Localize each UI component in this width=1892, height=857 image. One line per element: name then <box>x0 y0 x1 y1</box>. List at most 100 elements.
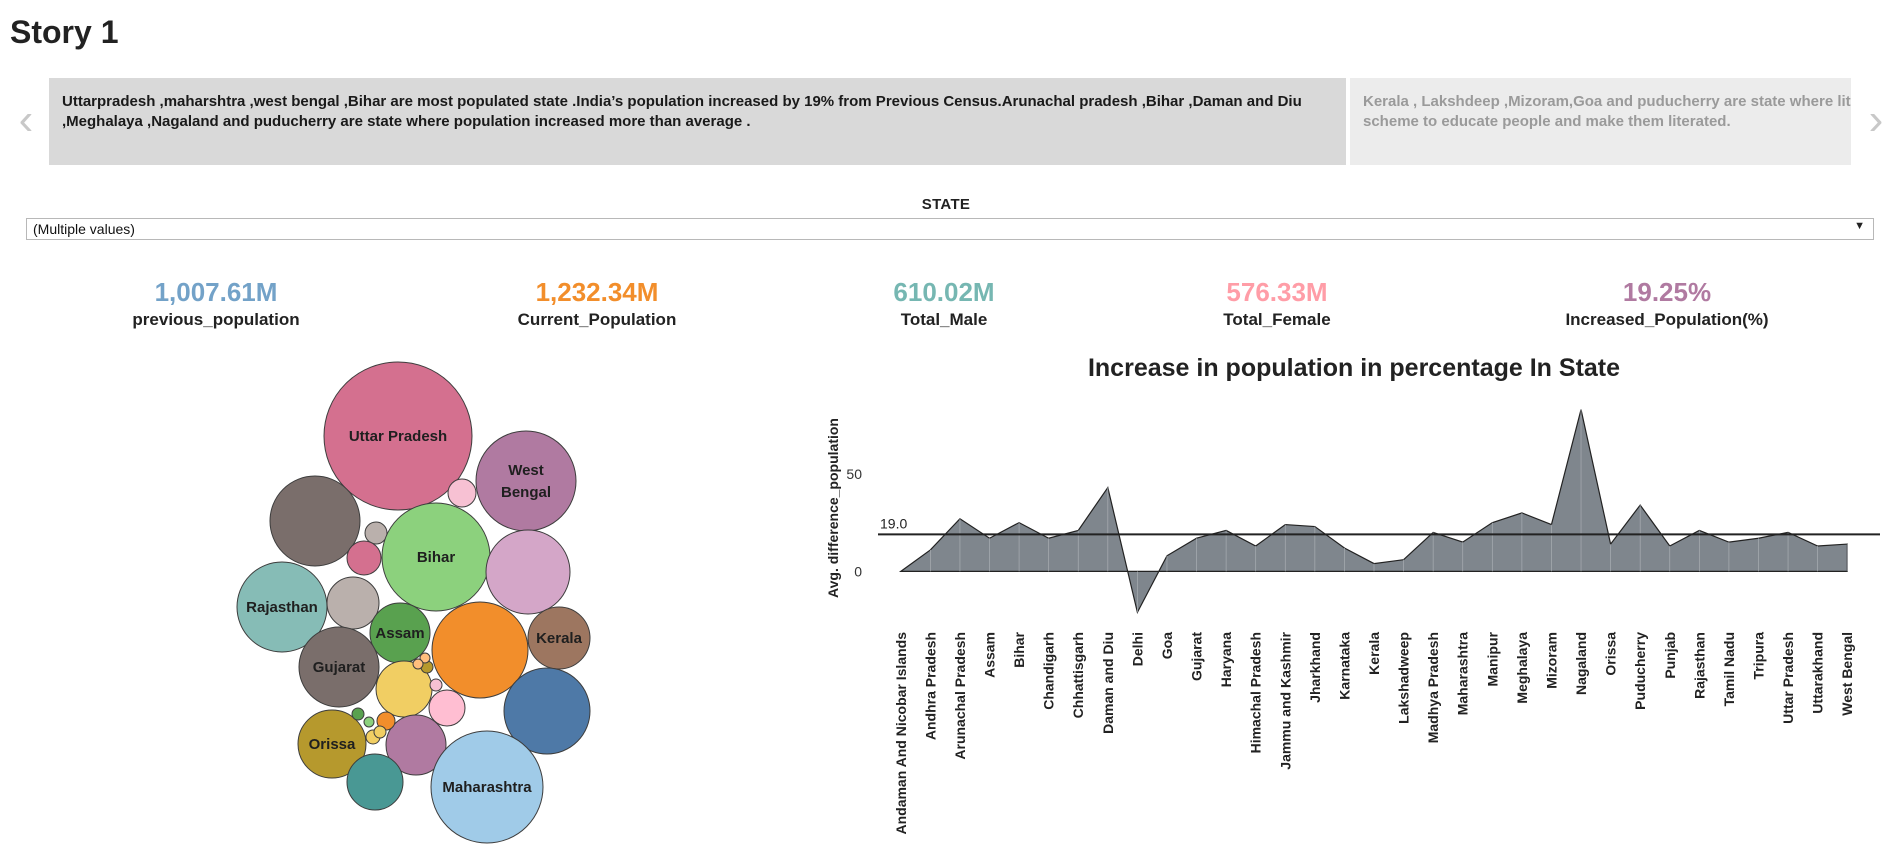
x-tick-label: Andhra Pradesh <box>922 632 938 740</box>
x-tick-label: Orissa <box>1603 632 1619 676</box>
bubble-label: Uttar Pradesh <box>349 428 447 445</box>
state-bubble[interactable] <box>385 714 447 776</box>
bubble-label: Bihar <box>417 549 456 566</box>
bubble-label: Kerala <box>536 630 583 647</box>
kpi-value: 19.25% <box>1622 277 1712 307</box>
x-tick-label: Karnataka <box>1336 632 1352 700</box>
state-bubble[interactable] <box>412 658 424 670</box>
y-tick-label: 0 <box>854 563 862 579</box>
kpi-label: Total_Female <box>1223 310 1331 329</box>
state-bubble[interactable] <box>475 430 577 532</box>
state-bubble[interactable] <box>485 529 571 615</box>
state-bubble[interactable] <box>373 725 387 739</box>
x-tick-label: Arunachal Pradesh <box>952 632 968 760</box>
chevron-down-icon: ▼ <box>1854 220 1865 232</box>
x-tick-label: Mizoram <box>1543 632 1559 689</box>
state-bubble[interactable] <box>363 716 375 728</box>
x-tick-label: Nagaland <box>1573 632 1589 695</box>
bubble-label: Orissa <box>309 736 356 753</box>
x-tick-label: Chhattisgarh <box>1070 632 1086 718</box>
x-tick-label: Tamil Nadu <box>1721 632 1737 706</box>
state-bubble[interactable] <box>269 475 361 567</box>
x-tick-label: Uttar Pradesh <box>1780 632 1796 724</box>
kpi-value: 1,232.34M <box>535 277 659 307</box>
bubble-label: Rajasthan <box>246 599 318 616</box>
area-series[interactable] <box>898 409 1848 615</box>
kpi-value: 1,007.61M <box>154 277 278 307</box>
population-increase-area-chart: Increase in population in percentage In … <box>825 354 1880 835</box>
x-tick-label: Maharashtra <box>1455 632 1471 715</box>
state-bubble[interactable] <box>429 678 443 692</box>
story-point-2-text-line-2: scheme to educate people and make them l… <box>1363 113 1731 130</box>
state-population-bubble-chart: Uttar Pradesh West Bengal Bihar Rajasthan Ass… <box>236 361 591 844</box>
bubble-label: Maharashtra <box>442 779 532 796</box>
x-tick-label: Assam <box>982 632 998 678</box>
x-tick-label: Gujarat <box>1189 632 1205 681</box>
chart-title: Increase in population in percentage In … <box>1088 354 1620 382</box>
kpi-value: 610.02M <box>893 277 995 307</box>
bubble-label: West Bengal <box>501 462 551 501</box>
story-point-2-text-line-1: Kerala , Lakshdeep ,Mizoram,Goa and pudu… <box>1363 93 1851 110</box>
state-filter-value: (Multiple values) <box>33 221 135 237</box>
y-axis-label: Avg. difference_population <box>825 418 841 598</box>
x-tick-label: Uttarakhand <box>1810 632 1826 714</box>
state-bubble[interactable] <box>323 361 473 511</box>
story-point-1-caption[interactable]: Uttarpradesh ,maharshtra ,west bengal ,B… <box>49 78 1346 165</box>
kpi-label: Increased_Population(%) <box>1565 310 1769 329</box>
x-tick-label: Goa <box>1159 632 1175 659</box>
story-title: Story 1 <box>10 14 119 50</box>
story-point-1-text: Uttarpradesh ,maharshtra ,west bengal ,B… <box>62 93 1302 130</box>
state-bubble[interactable] <box>419 652 431 664</box>
next-story-point-arrow[interactable]: › <box>1868 95 1884 144</box>
state-bubble[interactable] <box>503 667 591 755</box>
x-tick-label: Jammu and Kashmir <box>1277 631 1293 769</box>
x-tick-label: Lakshadweep <box>1396 632 1412 724</box>
x-tick-label: Jharkhand <box>1307 632 1323 703</box>
state-bubble[interactable] <box>431 601 529 699</box>
state-bubble[interactable] <box>346 540 382 576</box>
x-tick-label: Chandigarh <box>1041 632 1057 710</box>
state-filter-dropdown[interactable]: (Multiple values) ▼ <box>26 218 1874 240</box>
kpi-total-male: 610.02M Total_Male <box>794 276 1094 330</box>
kpi-current-population: 1,232.34M Current_Population <box>447 276 747 330</box>
state-bubble[interactable] <box>298 626 380 708</box>
x-tick-label: Rajasthan <box>1691 632 1707 699</box>
state-bubble[interactable] <box>346 753 404 811</box>
x-tick-label: Tripura <box>1750 632 1766 680</box>
x-tick-label: Andaman And Nicobar Islands <box>893 632 909 835</box>
kpi-total-female: 576.33M Total_Female <box>1127 276 1427 330</box>
bubble-label: Assam <box>375 625 424 642</box>
x-tick-label: Meghalaya <box>1514 632 1530 704</box>
x-tick-label: West Bengal <box>1839 632 1855 716</box>
state-bubble[interactable] <box>326 576 380 630</box>
x-tick-label: Madhya Pradesh <box>1425 632 1441 743</box>
kpi-previous-population: 1,007.61M previous_population <box>66 276 366 330</box>
x-tick-label: Himachal Pradesh <box>1248 632 1264 753</box>
state-bubble[interactable] <box>447 478 477 508</box>
state-bubble[interactable] <box>351 707 365 721</box>
kpi-label: Current_Population <box>517 310 677 329</box>
reference-line-label: 19.0 <box>880 515 907 531</box>
state-bubble[interactable] <box>527 606 591 670</box>
x-tick-label: Kerala <box>1366 632 1382 675</box>
previous-story-point-arrow[interactable]: ‹ <box>18 95 34 144</box>
kpi-value: 576.33M <box>1226 277 1328 307</box>
state-filter-label: STATE <box>921 196 971 213</box>
x-tick-label: Daman and Diu <box>1100 632 1116 734</box>
kpi-label: previous_population <box>132 310 300 329</box>
x-tick-label: Bihar <box>1011 631 1027 667</box>
x-tick-label: Manipur <box>1484 631 1500 686</box>
x-tick-label: Haryana <box>1218 632 1234 687</box>
x-tick-label: Delhi <box>1129 632 1145 666</box>
y-tick-label: 50 <box>846 466 862 482</box>
state-bubble[interactable] <box>430 730 544 844</box>
state-bubble[interactable] <box>428 689 466 727</box>
story-point-2-caption[interactable]: Kerala , Lakshdeep ,Mizoram,Goa and pudu… <box>1350 78 1851 165</box>
x-tick-label: Punjab <box>1662 632 1678 679</box>
x-tick-label: Puducherry <box>1632 632 1648 710</box>
state-bubble[interactable] <box>297 709 367 779</box>
state-bubble[interactable] <box>364 521 388 545</box>
kpi-increased-population: 19.25% Increased_Population(%) <box>1517 276 1817 330</box>
kpi-label: Total_Male <box>900 310 988 329</box>
bubble-label: Gujarat <box>313 659 366 676</box>
